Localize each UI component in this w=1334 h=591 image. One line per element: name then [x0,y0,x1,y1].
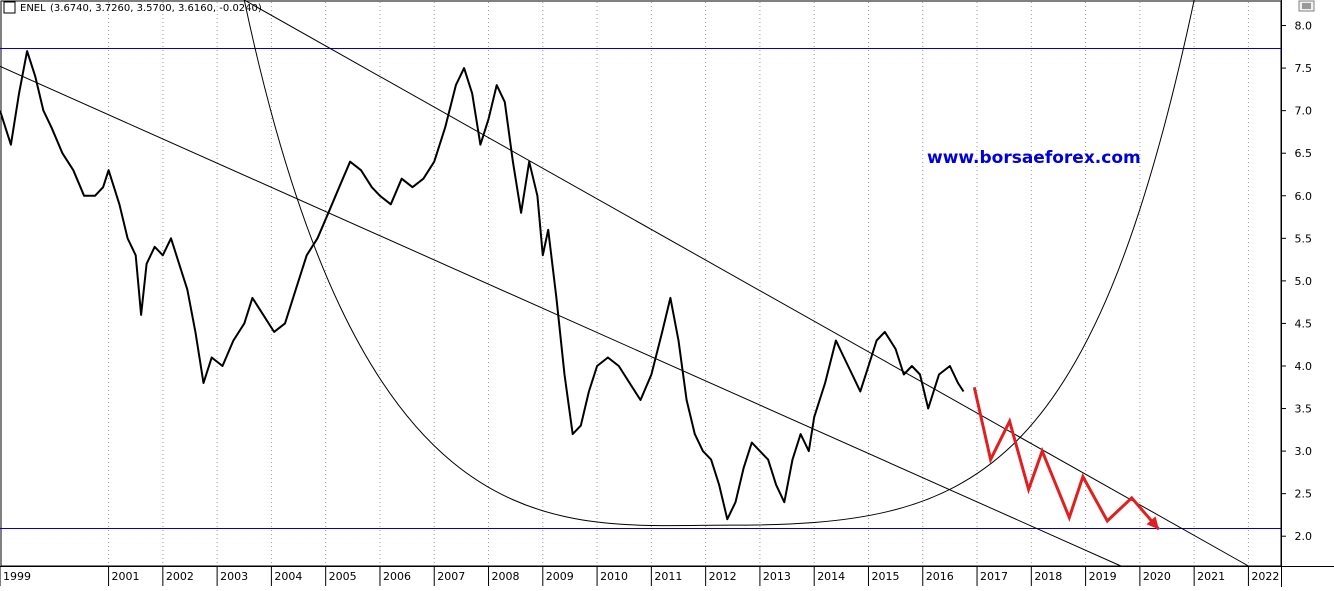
menu-button-icon[interactable] [1298,0,1315,12]
y-tick-label: 5.5 [1295,232,1313,245]
y-tick-label: 7.5 [1295,62,1313,75]
price-line [0,50,965,521]
x-tick-label: 2006 [383,570,411,583]
x-tick-label: 2005 [329,570,357,583]
x-tick-label: 2013 [763,570,791,583]
header-bar: ENEL (3.6740, 3.7260, 3.5700, 3.6160, -0… [3,1,262,14]
y-tick-label: 6.5 [1295,147,1313,160]
arc-layer [243,0,1195,527]
y-tick-label: 4.0 [1295,360,1313,373]
x-tick-labels: 1999 2001 2002 2003 2004 2005 2006 2007 2008 2009… [0,566,1279,586]
ticker-label: ENEL [20,3,46,14]
x-tick-label: 2021 [1197,570,1225,583]
chart-options-icon[interactable] [3,1,16,14]
trend-line [0,65,1122,567]
x-tick-label: 2020 [1143,570,1171,583]
y-tick-label: 7.0 [1295,105,1313,118]
x-tick-label: 2014 [817,570,845,583]
horizontal-levels [0,48,1281,530]
trend-line [244,0,1249,567]
x-tick-label: 2001 [112,570,140,583]
x-tick-label: 2007 [437,570,465,583]
y-tick-label: 3.5 [1295,403,1313,416]
series-layer [0,50,1161,531]
parabolic-arc [243,0,1195,527]
y-tick-label: 2.5 [1295,488,1313,501]
x-tick-label: 2015 [871,570,899,583]
x-tick-label: 2008 [492,570,520,583]
x-tick-label: 2022 [1251,570,1279,583]
x-tick-label: 2002 [166,570,194,583]
y-tick-label: 3.0 [1295,445,1313,458]
x-tick-label: 2004 [274,570,302,583]
x-tick-label: 2010 [600,570,628,583]
y-tick-label: 8.0 [1295,20,1313,33]
x-tick-label: 2016 [926,570,954,583]
x-tick-label: 2018 [1034,570,1062,583]
x-tick-label: 2017 [980,570,1008,583]
x-tick-label: 2011 [654,570,682,583]
x-tick-label: 2019 [1089,570,1117,583]
trend-lines [0,0,1249,567]
y-tick-label: 5.0 [1295,275,1313,288]
ohlc-readout: (3.6740, 3.7260, 3.5700, 3.6160, -0.0240… [50,3,262,14]
x-tick-label: 2003 [220,570,248,583]
forecast-arrowhead [1146,516,1159,530]
y-tick-label: 6.0 [1295,190,1313,203]
watermark-text: www.borsaeforex.com [927,148,1141,168]
x-tick-label: 2009 [546,570,574,583]
x-tick-label: 2012 [709,570,737,583]
y-tick-label: 2.0 [1295,530,1313,543]
y-tick-label: 4.5 [1295,317,1313,330]
y-tick-labels: 8.0 7.5 7.0 6.5 6.0 5.5 5.0 4.5 4.0 3.5 3.0 2.5 2.0 [1281,20,1313,543]
forecast-line [972,386,1161,531]
x-tick-label: 1999 [3,570,31,583]
